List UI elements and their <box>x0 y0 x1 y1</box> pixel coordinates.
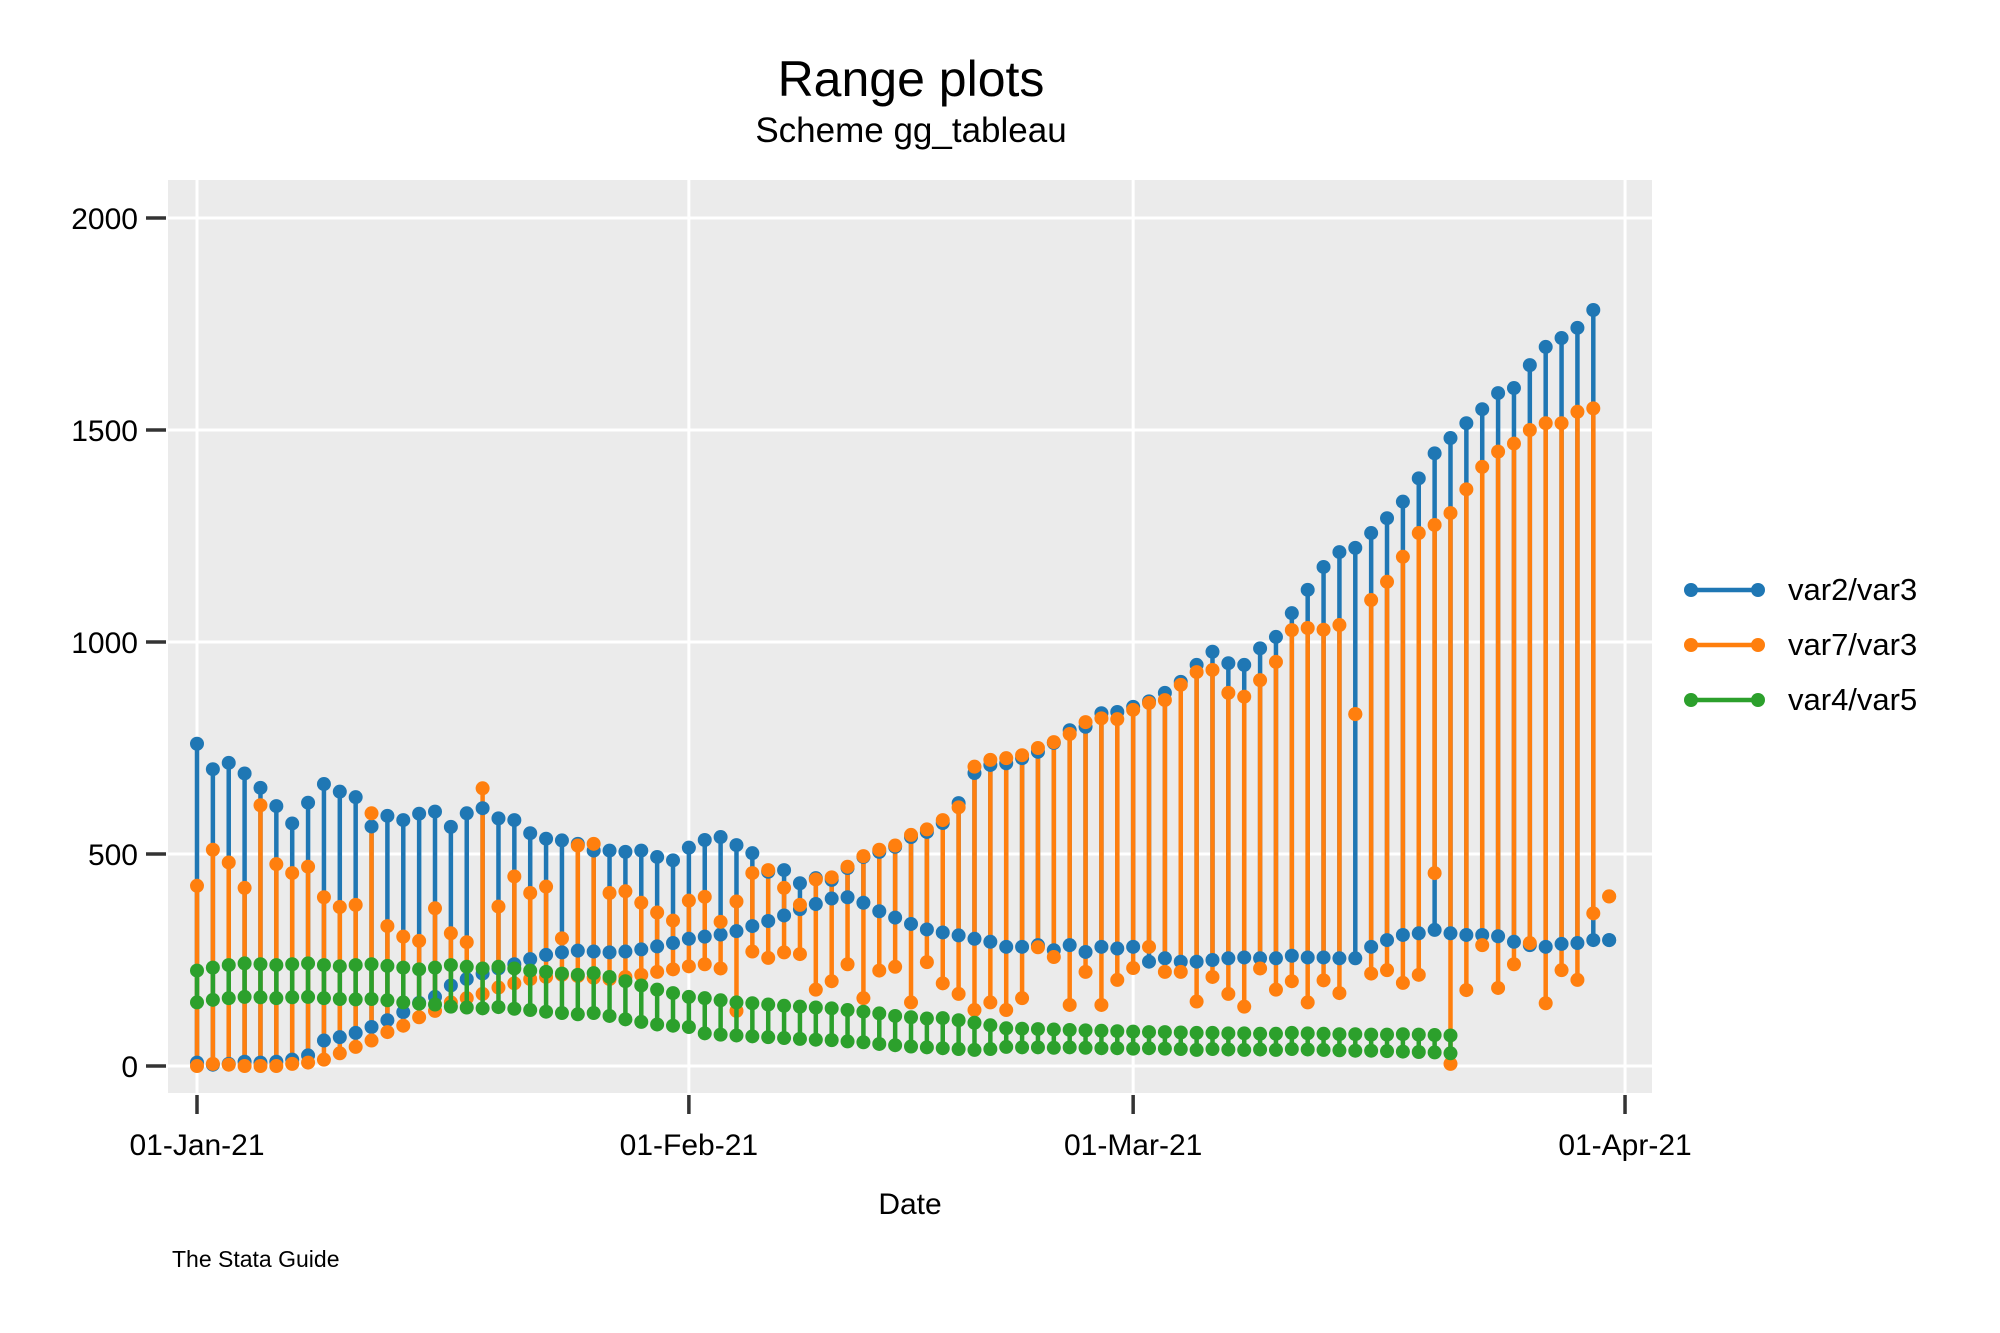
chart-title: Range plots <box>777 51 1045 107</box>
legend: var2/var3 var7/var3 var4/var5 <box>1680 562 1917 727</box>
chart-subtitle: Scheme gg_tableau <box>755 111 1067 150</box>
legend-key-line-icon <box>1684 692 1765 707</box>
chart-caption: The Stata Guide <box>172 1246 340 1272</box>
legend-key-line-icon <box>1684 637 1765 652</box>
svg-text:500: 500 <box>88 839 138 872</box>
legend-row-var7-var3: var7/var3 <box>1680 617 1917 672</box>
x-axis-title: Date <box>878 1188 942 1221</box>
series-markers <box>190 401 1617 1073</box>
legend-label: var7/var3 <box>1788 626 1918 662</box>
svg-text:01-Feb-21: 01-Feb-21 <box>620 1129 758 1162</box>
legend-label: var4/var5 <box>1788 681 1918 717</box>
legend-key-line-icon <box>1684 582 1765 597</box>
legend-label: var2/var3 <box>1788 571 1918 607</box>
legend-row-var2-var3: var2/var3 <box>1680 562 1917 617</box>
svg-text:01-Mar-21: 01-Mar-21 <box>1064 1129 1202 1162</box>
svg-text:01-Jan-21: 01-Jan-21 <box>129 1129 264 1162</box>
svg-text:1000: 1000 <box>71 627 138 660</box>
svg-text:1500: 1500 <box>71 415 138 448</box>
svg-text:2000: 2000 <box>71 203 138 236</box>
series-markers <box>190 956 1458 1061</box>
svg-text:01-Apr-21: 01-Apr-21 <box>1558 1129 1691 1162</box>
svg-text:0: 0 <box>121 1051 138 1084</box>
legend-row-var4-var5: var4/var5 <box>1680 672 1917 727</box>
